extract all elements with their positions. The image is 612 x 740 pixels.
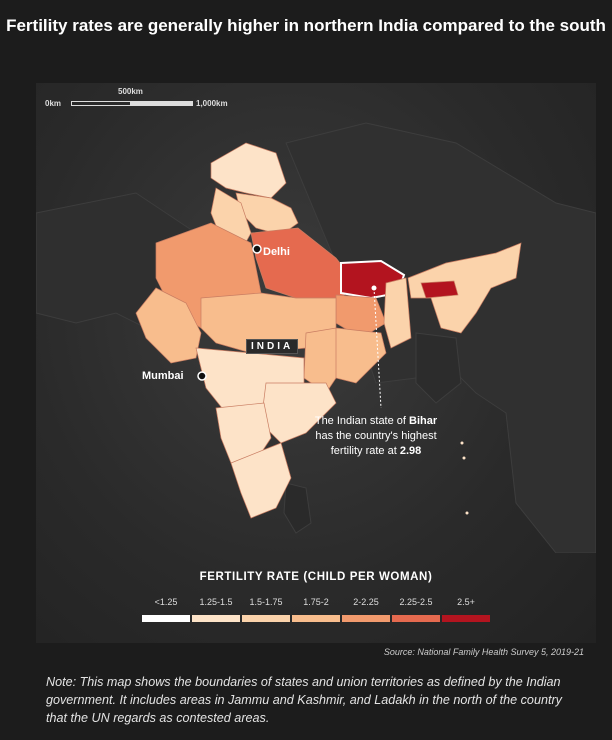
scale-end-label: 1,000km (196, 99, 228, 108)
bihar-annotation: The Indian state of Bihar has the countr… (291, 414, 461, 459)
tamil-nadu-kerala (230, 442, 292, 519)
annotation-line2: has the country's highest (315, 430, 437, 442)
scale-zero-label: 0km (45, 99, 62, 108)
city-label-mumbai: Mumbai (142, 370, 184, 382)
legend-swatch (242, 615, 290, 622)
legend-label: 1.25-1.5 (199, 597, 233, 607)
bihar-marker (371, 285, 377, 291)
legend-swatch (392, 615, 440, 622)
legend-label: 1.5-1.75 (249, 597, 283, 607)
island-nicobar (465, 511, 469, 515)
source-credit: Source: National Family Health Survey 5,… (383, 647, 584, 657)
legend-swatch (442, 615, 490, 622)
map-title: Fertility rates are generally higher in … (6, 16, 606, 35)
legend-swatch (342, 615, 390, 622)
scale-bar-filled-segment (131, 101, 193, 106)
legend-swatch (142, 615, 190, 622)
legend-label: 1.75-2 (303, 597, 329, 607)
legend-label: <1.25 (154, 597, 178, 607)
gujarat (135, 287, 202, 364)
annotation-state-name: Bihar (409, 415, 438, 427)
annotation-leader-line (373, 287, 382, 409)
legend-label: 2.5+ (457, 597, 475, 607)
legend-swatch (292, 615, 340, 622)
island-andaman (460, 441, 464, 445)
city-label-delhi: Delhi (263, 246, 290, 258)
odisha (335, 327, 387, 384)
legend-swatch (192, 615, 240, 622)
sri-lanka-shape (283, 482, 312, 534)
west-bengal (383, 277, 412, 349)
country-label-india: INDIA (246, 339, 299, 354)
annotation-value: 2.98 (399, 445, 422, 457)
map-panel: 0km 500km 1,000km (36, 83, 596, 643)
scale-bar-white-segment (71, 101, 131, 106)
legend-label: 2.25-2.5 (399, 597, 433, 607)
annotation-line3: fertility rate at (330, 445, 400, 457)
mumbai-marker (197, 371, 207, 381)
map-note: Note: This map shows the boundaries of s… (46, 675, 562, 725)
scale-mid-label: 500km (118, 87, 143, 96)
annotation-line1: The Indian state of (314, 415, 410, 427)
jammu-kashmir-ladakh (210, 142, 287, 199)
india-map (36, 122, 596, 553)
legend-title: FERTILITY RATE (CHILD PER WOMAN) (199, 571, 433, 583)
delhi-marker (252, 244, 262, 254)
meghalaya (420, 280, 459, 299)
legend-label: 2-2.25 (353, 597, 379, 607)
island-andaman-2 (462, 456, 466, 460)
